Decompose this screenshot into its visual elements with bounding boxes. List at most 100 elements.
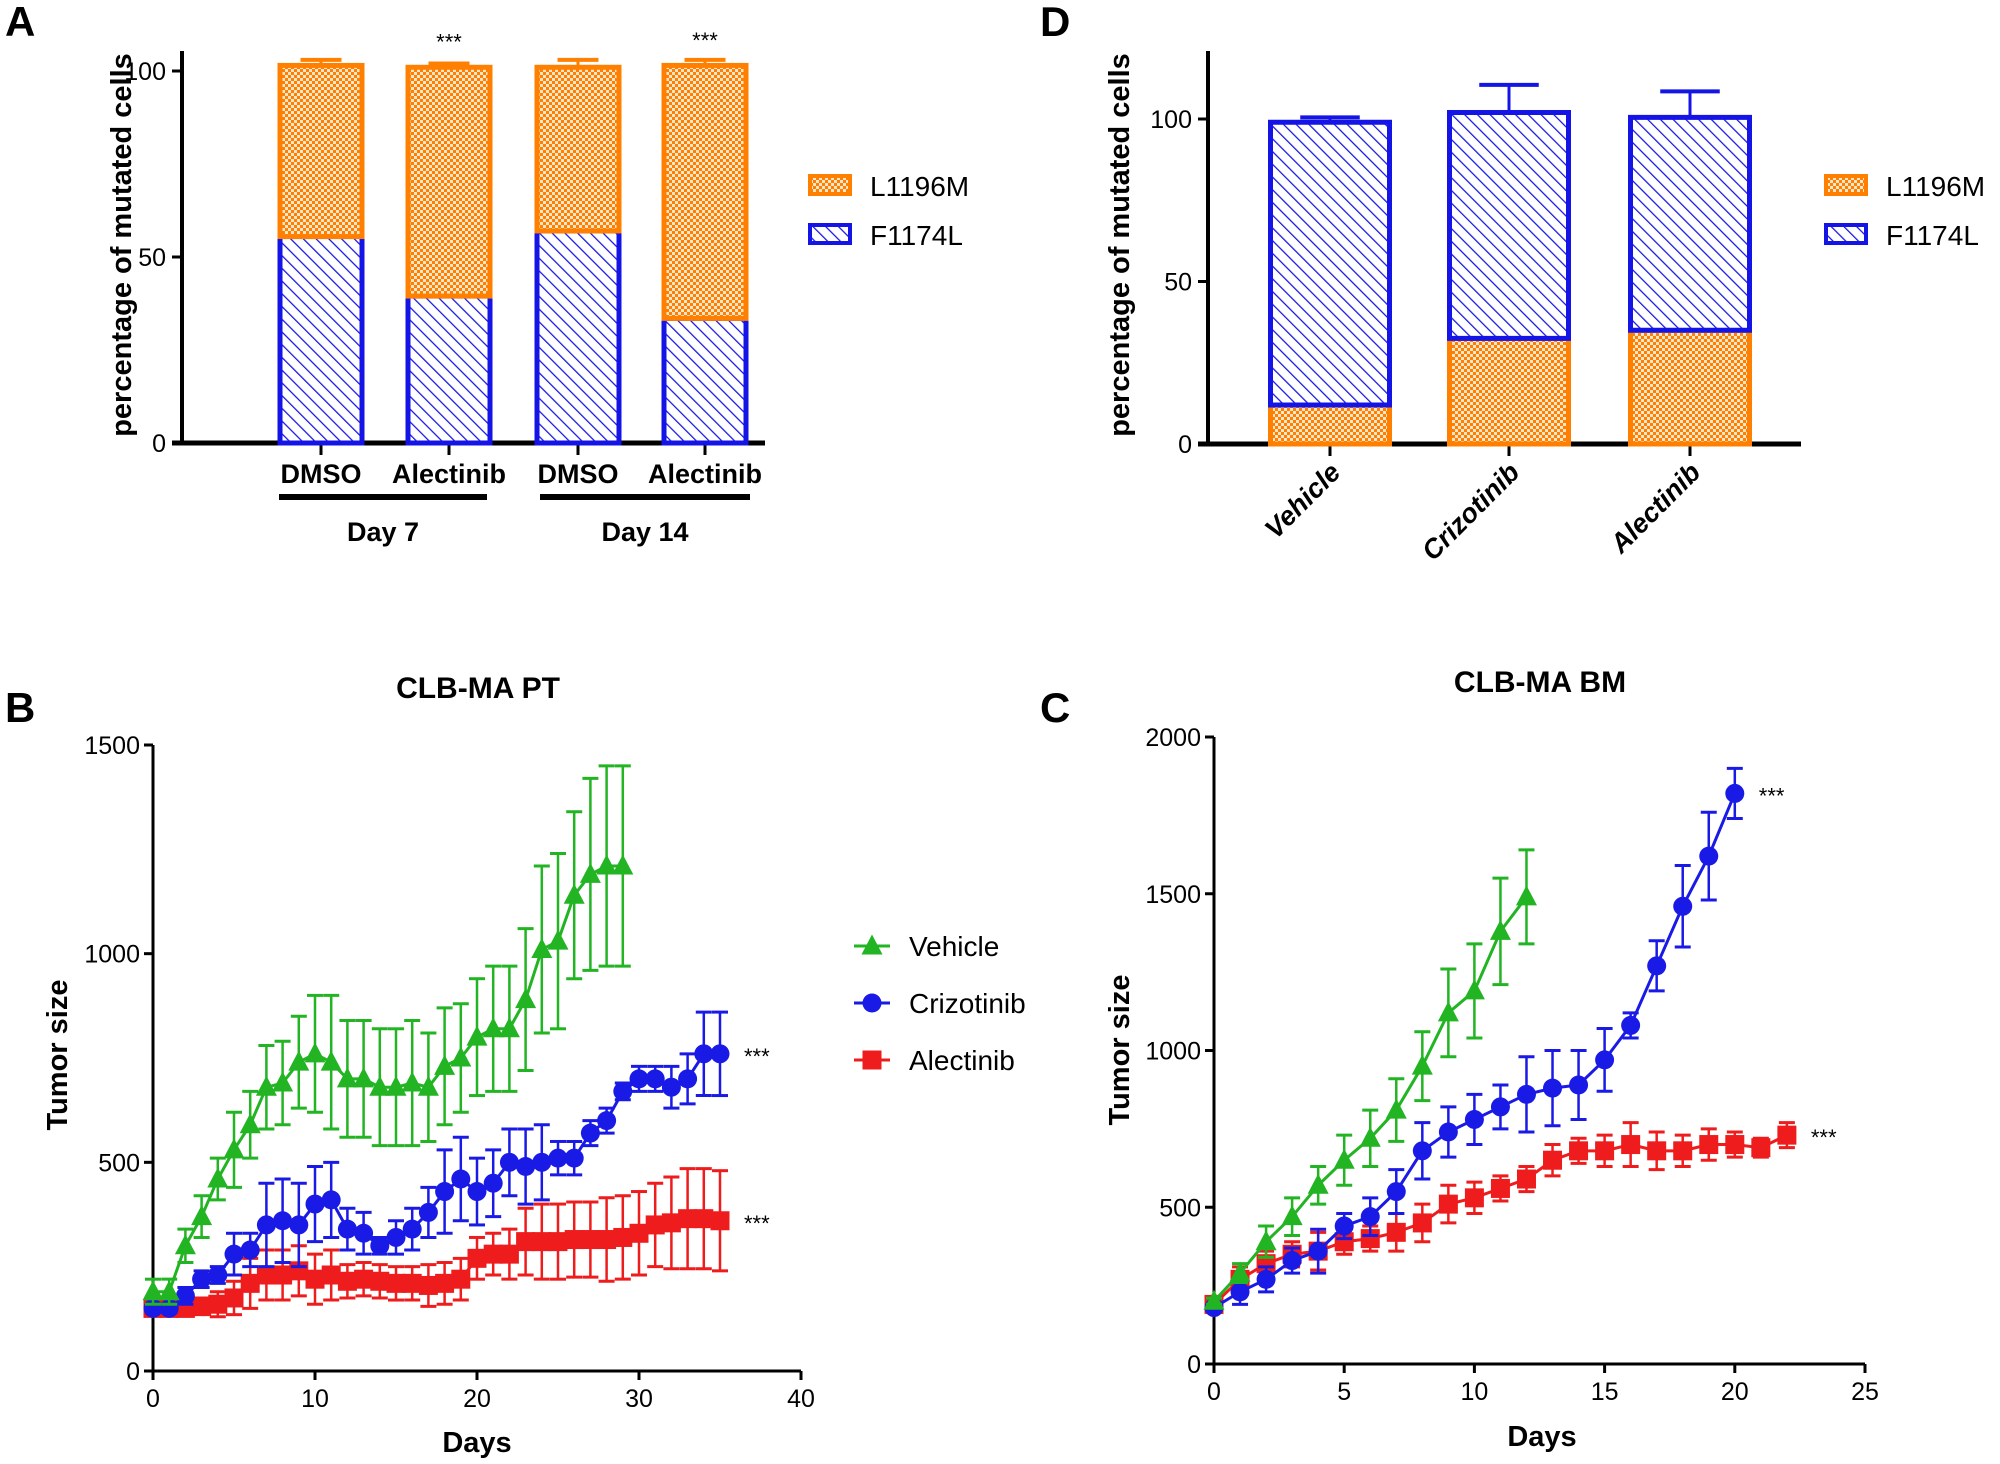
panel-a-significance-label: *** — [692, 28, 718, 53]
panel-c-x-axis-title: Days — [1507, 1421, 1576, 1453]
vehicle-data-point — [385, 1075, 407, 1096]
panel-letter-b: B — [5, 684, 35, 731]
crizotinib-data-point — [1334, 1216, 1354, 1236]
crizotinib-data-point — [1699, 846, 1719, 866]
panel-c-x-tick-label: 0 — [1207, 1378, 1221, 1406]
panel-b-y-axis-title: Tumor size — [42, 980, 74, 1131]
vehicle-data-point — [207, 1167, 229, 1188]
f1174l-bar-segment — [661, 315, 749, 446]
crizotinib-data-point — [1725, 783, 1745, 803]
panel-letter-c: C — [1040, 684, 1070, 731]
alectinib-data-point — [1256, 1254, 1276, 1274]
vehicle-data-point — [1437, 1001, 1459, 1022]
alectinib-data-point — [192, 1296, 212, 1316]
l1196m-bar-segment — [405, 64, 493, 299]
crizotinib-data-point — [370, 1236, 390, 1256]
crizotinib-data-point — [321, 1190, 341, 1210]
alectinib-data-point — [1673, 1141, 1693, 1161]
crizotinib-data-point — [661, 1077, 681, 1097]
crizotinib-data-point — [192, 1269, 212, 1289]
vehicle-data-point — [1307, 1173, 1329, 1194]
alectinib-data-point — [499, 1244, 519, 1264]
f1174l-bar-segment — [1268, 119, 1392, 408]
vehicle-data-point — [320, 1050, 342, 1071]
crizotinib-data-point — [337, 1219, 357, 1239]
alectinib-data-point — [564, 1230, 584, 1250]
vehicle-data-point — [612, 854, 634, 875]
crizotinib-data-point — [256, 1215, 276, 1235]
alectinib-data-point — [273, 1265, 293, 1285]
panel-d-y-tick-label: 100 — [1150, 106, 1192, 134]
f1174l-bar-segment — [534, 228, 622, 446]
crizotinib-data-point — [580, 1123, 600, 1143]
panel-b-y-tick-label: 1000 — [84, 941, 140, 969]
crizotinib-data-point — [499, 1152, 519, 1172]
vehicle-data-point — [466, 1025, 488, 1046]
crizotinib-data-point — [1543, 1078, 1563, 1098]
crizotinib-data-point — [694, 1044, 714, 1064]
legend-label-l1196m: L1196M — [870, 171, 969, 202]
panel-letter-d: D — [1040, 0, 1070, 45]
day14-group-label: Day 14 — [601, 517, 688, 547]
panel-c-x-tick-label: 15 — [1591, 1378, 1619, 1406]
legend-marker-vehicle — [861, 934, 883, 955]
crizotinib-data-point — [1464, 1109, 1484, 1129]
legend-label-alectinib: Alectinib — [909, 1045, 1015, 1076]
crizotinib-data-point — [418, 1202, 438, 1222]
alectinib-data-point — [256, 1265, 276, 1285]
panel-d-y-axis-title: percentage of mutated cells — [1104, 53, 1136, 437]
alectinib-data-point — [613, 1227, 633, 1247]
alectinib-significance-label: *** — [744, 1211, 770, 1236]
panel-c-x-tick-label: 5 — [1337, 1378, 1351, 1406]
vehicle-data-point — [1229, 1261, 1251, 1282]
alectinib-data-point — [337, 1271, 357, 1291]
crizotinib-data-point — [483, 1173, 503, 1193]
crizotinib-data-point — [467, 1182, 487, 1202]
vehicle-data-point — [1515, 885, 1537, 906]
crizotinib-data-point — [564, 1148, 584, 1168]
panel-a-y-tick-label: 0 — [152, 430, 166, 458]
alectinib-data-point — [435, 1273, 455, 1293]
legend-label-vehicle: Vehicle — [909, 931, 999, 962]
crizotinib-data-point — [1438, 1122, 1458, 1142]
crizotinib-data-point — [532, 1152, 552, 1172]
panel-c-y-axis-title: Tumor size — [1104, 975, 1136, 1126]
crizotinib-data-point — [1308, 1241, 1328, 1261]
alectinib-data-point — [532, 1232, 552, 1252]
crizotinib-data-point — [1490, 1097, 1510, 1117]
panel-c-y-tick-label: 1500 — [1145, 881, 1201, 909]
vehicle-data-point — [1255, 1230, 1277, 1251]
panel-b-x-tick-label: 30 — [625, 1385, 653, 1413]
crizotinib-data-point — [548, 1148, 568, 1168]
panel-d-y-tick-label: 50 — [1164, 269, 1192, 297]
alectinib-data-point — [694, 1209, 714, 1229]
alectinib-data-point — [418, 1275, 438, 1295]
vehicle-data-point — [336, 1067, 358, 1088]
l1196m-bar-segment — [661, 62, 749, 321]
vehicle-data-point — [1489, 919, 1511, 940]
legend-swatch-f1174l — [808, 223, 852, 245]
alectinib-data-point — [1725, 1135, 1745, 1155]
crizotinib-significance-label: *** — [1759, 783, 1785, 808]
vehicle-data-point — [579, 862, 601, 883]
panel-c-y-tick-label: 1000 — [1145, 1038, 1201, 1066]
panel-letter-a: A — [5, 0, 35, 45]
vehicle-data-point — [515, 988, 537, 1009]
alectinib-data-point — [1360, 1229, 1380, 1249]
alectinib-data-point — [580, 1230, 600, 1250]
alectinib-data-point — [1595, 1141, 1615, 1161]
crizotinib-data-point — [613, 1081, 633, 1101]
panel-a-y-tick-label: 50 — [138, 244, 166, 272]
l1196m-bar-segment — [534, 64, 622, 234]
crizotinib-data-point — [645, 1069, 665, 1089]
panel-c-y-tick-label: 500 — [1159, 1194, 1201, 1222]
panel-b-y-tick-label: 0 — [126, 1358, 140, 1386]
alectinib-data-point — [516, 1232, 536, 1252]
panel-c-title: CLB-MA BM — [1454, 666, 1626, 699]
alectinib-data-point — [1647, 1141, 1667, 1161]
l1196m-bar-segment — [1268, 402, 1392, 447]
alectinib-data-point — [645, 1215, 665, 1235]
panel-d-category-label: Alectinib — [1604, 457, 1707, 560]
